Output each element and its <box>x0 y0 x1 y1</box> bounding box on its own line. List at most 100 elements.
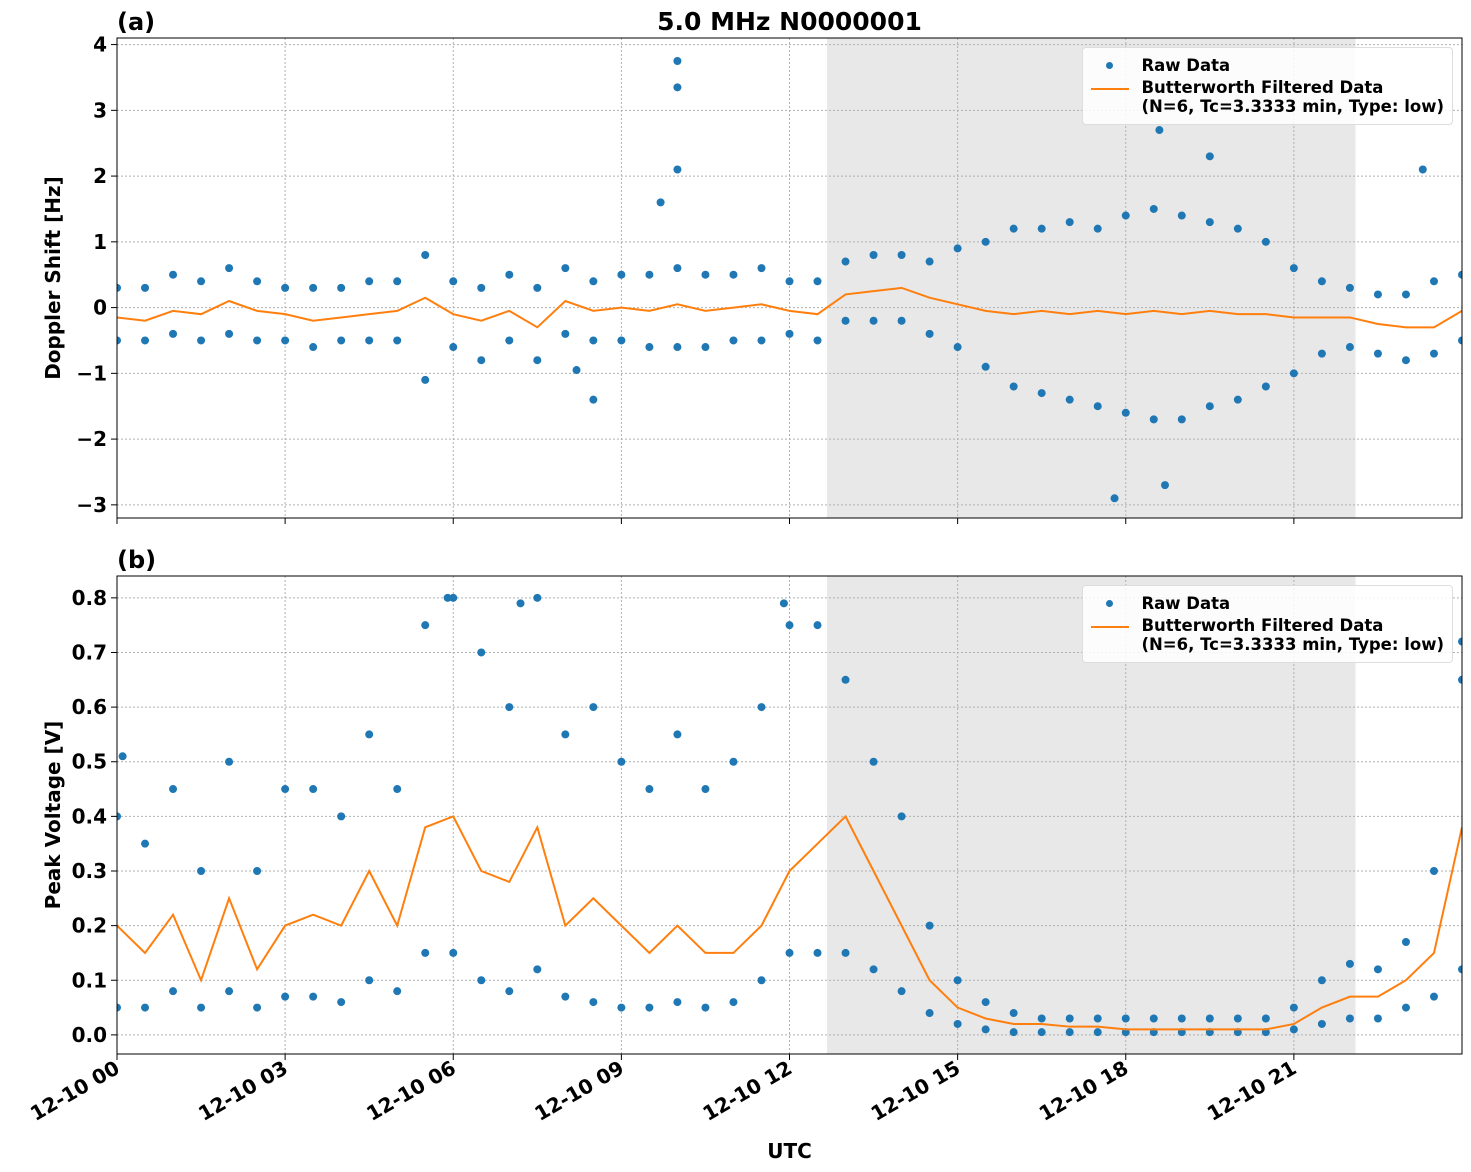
raw-point <box>1401 938 1410 947</box>
x-axis-label: UTC <box>767 1139 812 1163</box>
raw-point <box>645 785 654 794</box>
raw-point <box>393 336 402 345</box>
raw-point <box>701 270 710 279</box>
legend-label: Raw Data <box>1141 56 1231 75</box>
legend-label: Raw Data <box>1141 594 1231 613</box>
raw-point <box>117 283 121 292</box>
raw-point <box>1429 277 1438 286</box>
raw-point <box>561 329 570 338</box>
raw-point <box>897 987 906 996</box>
raw-point <box>1009 224 1018 233</box>
y-axis-label: Doppler Shift [Hz] <box>41 176 65 380</box>
raw-point <box>841 316 850 325</box>
raw-point <box>1317 349 1326 358</box>
y-tick-label: 0.7 <box>72 640 107 664</box>
raw-point <box>1345 343 1354 352</box>
raw-point <box>281 992 290 1001</box>
raw-point <box>197 1003 206 1012</box>
raw-point <box>337 283 346 292</box>
raw-point <box>645 270 654 279</box>
raw-point <box>897 812 906 821</box>
raw-point <box>1373 965 1382 974</box>
x-tick-label: 12-10 00 <box>26 1056 124 1126</box>
raw-point <box>505 703 514 712</box>
raw-point <box>589 336 598 345</box>
raw-point <box>785 329 794 338</box>
raw-point <box>117 812 121 821</box>
raw-point <box>1429 866 1438 875</box>
raw-point <box>1093 402 1102 411</box>
raw-point <box>953 976 962 985</box>
raw-point <box>841 257 850 266</box>
raw-point <box>673 264 682 273</box>
y-tick-label: −3 <box>76 493 107 517</box>
raw-point <box>1429 349 1438 358</box>
raw-point <box>785 948 794 957</box>
raw-point <box>572 366 581 375</box>
raw-point <box>1037 1014 1046 1023</box>
raw-point <box>1261 237 1270 246</box>
raw-point <box>141 283 150 292</box>
raw-point <box>785 621 794 630</box>
y-tick-label: 0.2 <box>72 914 107 938</box>
raw-point <box>589 998 598 1007</box>
x-tick-label: 12-10 21 <box>1203 1056 1301 1126</box>
raw-point <box>1458 675 1462 684</box>
filtered-line <box>117 814 1462 1031</box>
raw-point <box>1205 218 1214 227</box>
raw-point <box>393 785 402 794</box>
raw-point <box>309 343 318 352</box>
raw-point <box>673 998 682 1007</box>
raw-point <box>841 675 850 684</box>
raw-point <box>701 1003 710 1012</box>
raw-point <box>561 730 570 739</box>
raw-point <box>449 277 458 286</box>
raw-point <box>1205 1014 1214 1023</box>
raw-point <box>617 757 626 766</box>
raw-point <box>253 1003 262 1012</box>
raw-point <box>1177 211 1186 220</box>
legend-symbol <box>1091 88 1130 90</box>
raw-point <box>533 965 542 974</box>
raw-point <box>197 866 206 875</box>
raw-point <box>673 83 682 92</box>
raw-point <box>1317 1019 1326 1028</box>
raw-point <box>443 593 452 602</box>
legend-key <box>1091 616 1130 636</box>
legend-entry: Raw Data <box>1091 594 1444 614</box>
raw-point <box>505 987 514 996</box>
raw-point <box>589 395 598 404</box>
raw-point <box>1110 494 1119 503</box>
raw-point <box>1317 277 1326 286</box>
x-tick-label: 12-10 03 <box>194 1056 292 1126</box>
raw-point <box>1149 415 1158 424</box>
raw-point <box>1037 1028 1046 1037</box>
raw-point <box>1205 402 1214 411</box>
raw-point <box>981 362 990 371</box>
x-tick-label: 12-10 06 <box>362 1056 460 1126</box>
raw-point <box>1177 1014 1186 1023</box>
raw-point <box>617 1003 626 1012</box>
raw-point <box>117 1003 121 1012</box>
legend: Raw Data Butterworth Filtered Data (N=6, … <box>1082 47 1453 125</box>
raw-point <box>869 316 878 325</box>
raw-point <box>1037 389 1046 398</box>
y-tick-label: 0.3 <box>72 859 107 883</box>
raw-point <box>337 812 346 821</box>
raw-point <box>253 277 262 286</box>
legend-symbol <box>1106 600 1114 607</box>
raw-point <box>981 1025 990 1034</box>
raw-point <box>869 250 878 259</box>
y-tick-label: 0.4 <box>72 804 107 828</box>
raw-point <box>516 599 525 608</box>
raw-point <box>617 270 626 279</box>
raw-point <box>589 703 598 712</box>
raw-point <box>253 866 262 875</box>
raw-point <box>1093 1014 1102 1023</box>
raw-point <box>281 336 290 345</box>
raw-point <box>1065 218 1074 227</box>
y-tick-label: −2 <box>76 427 107 451</box>
raw-point <box>365 277 374 286</box>
raw-point <box>117 336 121 345</box>
raw-point <box>505 336 514 345</box>
